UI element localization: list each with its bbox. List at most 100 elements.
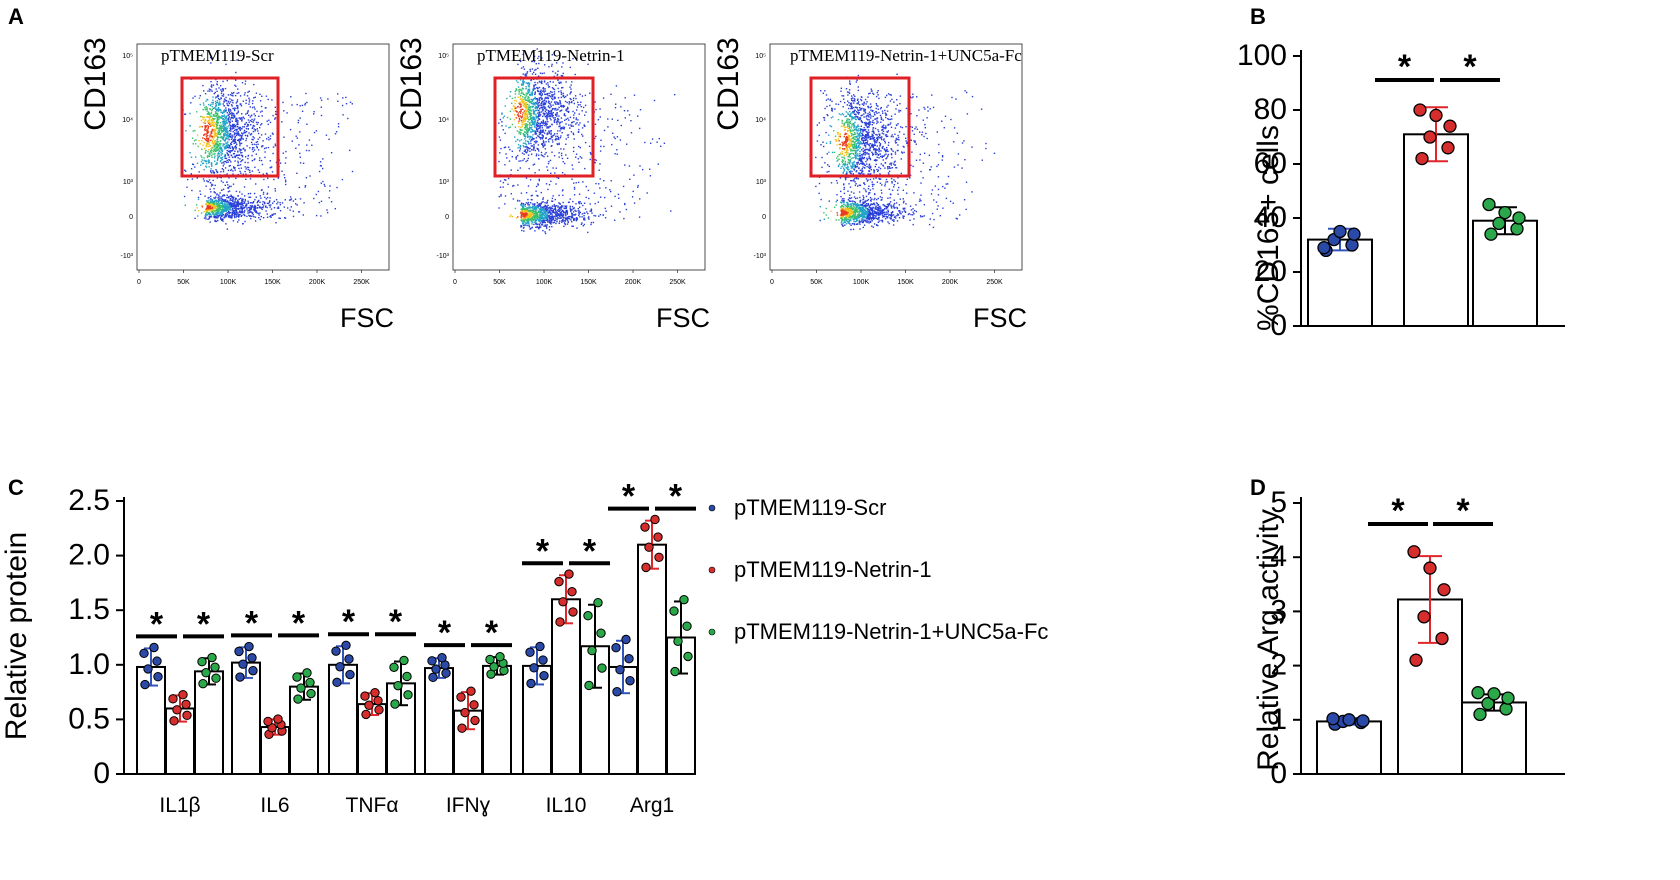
flow-dot — [204, 118, 206, 121]
flow-dot — [267, 186, 270, 188]
flow-dot — [539, 214, 541, 216]
flow-dot — [593, 214, 595, 217]
flow-dot — [588, 218, 590, 220]
flow-dot — [613, 136, 615, 138]
flow-dot — [572, 133, 575, 136]
flow-dot — [260, 134, 263, 136]
flow-dot — [610, 180, 612, 182]
flow-dot — [237, 154, 240, 156]
flow-dot — [515, 100, 518, 102]
flow-dot — [211, 199, 214, 201]
flow-dot — [551, 91, 553, 93]
flow-dot — [509, 215, 511, 218]
flow-dot — [212, 205, 215, 208]
flow-dot — [274, 143, 276, 145]
flow-dot — [242, 126, 244, 128]
flow-dot — [264, 206, 267, 208]
flow-dot — [217, 133, 220, 136]
flow-dot — [553, 155, 556, 157]
flow-dot — [262, 145, 264, 147]
flow-dot — [533, 125, 536, 128]
flow-dot — [545, 216, 548, 219]
flow-dot — [550, 101, 553, 103]
flow-dot — [551, 95, 554, 98]
flow-dot — [215, 126, 217, 128]
flow-dot — [559, 217, 561, 219]
flow-dot — [639, 127, 641, 130]
flow-dot — [269, 200, 271, 202]
flow-dot — [526, 134, 529, 136]
flow-dot — [523, 208, 526, 210]
flow-dot — [881, 156, 883, 158]
flow-dot — [567, 136, 569, 138]
flow-dot — [274, 106, 276, 108]
flow-dot — [551, 97, 553, 99]
flow-dot — [245, 127, 248, 130]
flow-xtick-label: 0 — [453, 279, 457, 286]
flow-dot — [830, 117, 833, 119]
flow-dot — [260, 105, 263, 108]
flow-dot — [206, 130, 209, 133]
flow-dot — [216, 127, 219, 130]
flow-dot — [252, 126, 254, 128]
flow-dot — [517, 96, 519, 98]
flow-dot — [229, 150, 231, 152]
flow-dot — [557, 87, 559, 90]
flow-dot — [578, 210, 580, 212]
flow-dot — [219, 126, 221, 128]
flow-dot — [226, 146, 228, 148]
flow-dot — [539, 114, 542, 116]
flow-dot — [218, 203, 221, 205]
flow-dot — [921, 131, 924, 133]
flow-dot — [214, 146, 216, 148]
flow-dot — [542, 201, 544, 203]
flow-dot — [258, 159, 261, 162]
flow-dot — [229, 207, 231, 209]
flow-dot — [854, 95, 856, 98]
flow-dot — [248, 209, 250, 212]
flow-dot — [564, 217, 567, 220]
flow-dot — [931, 94, 933, 96]
flow-dot — [226, 201, 229, 203]
flow-dot — [527, 100, 529, 102]
flow-dot — [536, 213, 538, 215]
flow-dot — [533, 218, 536, 220]
flow-dot — [530, 139, 533, 141]
flow-dot — [541, 97, 543, 100]
flow-dot — [534, 104, 536, 106]
flow-dot — [193, 139, 196, 142]
flow-dot — [265, 198, 268, 200]
flow-density-points — [815, 73, 996, 231]
flow-dot — [553, 211, 555, 214]
flow-dot — [230, 195, 233, 197]
flow-dot — [237, 204, 239, 206]
flow-dot — [870, 115, 872, 117]
flow-dot — [225, 138, 227, 140]
flow-dot — [516, 138, 519, 141]
flow-dot — [216, 125, 218, 127]
flow-dot — [519, 128, 521, 131]
flow-dot — [558, 138, 560, 141]
flow-dot — [584, 141, 587, 144]
flow-dot — [211, 86, 213, 88]
flow-dot — [298, 144, 300, 146]
flow-dot — [255, 144, 257, 146]
flow-dot — [208, 122, 210, 125]
flow-dot — [534, 97, 536, 100]
flow-dot — [195, 156, 197, 158]
flow-dot — [524, 146, 527, 148]
flow-dot — [863, 101, 865, 103]
flow-dot — [616, 153, 618, 155]
flow-dot — [539, 137, 542, 139]
flow-dot — [535, 205, 537, 208]
flow-dot — [514, 136, 516, 138]
flow-dot — [248, 101, 251, 103]
flow-dot — [254, 220, 257, 222]
flow-dot — [566, 213, 568, 215]
flow-dot — [214, 133, 216, 136]
flow-dot — [498, 136, 501, 138]
flow-dot — [243, 214, 246, 216]
flow-dot — [892, 136, 894, 138]
flow-dot — [524, 120, 526, 123]
flow-dot — [225, 134, 227, 136]
